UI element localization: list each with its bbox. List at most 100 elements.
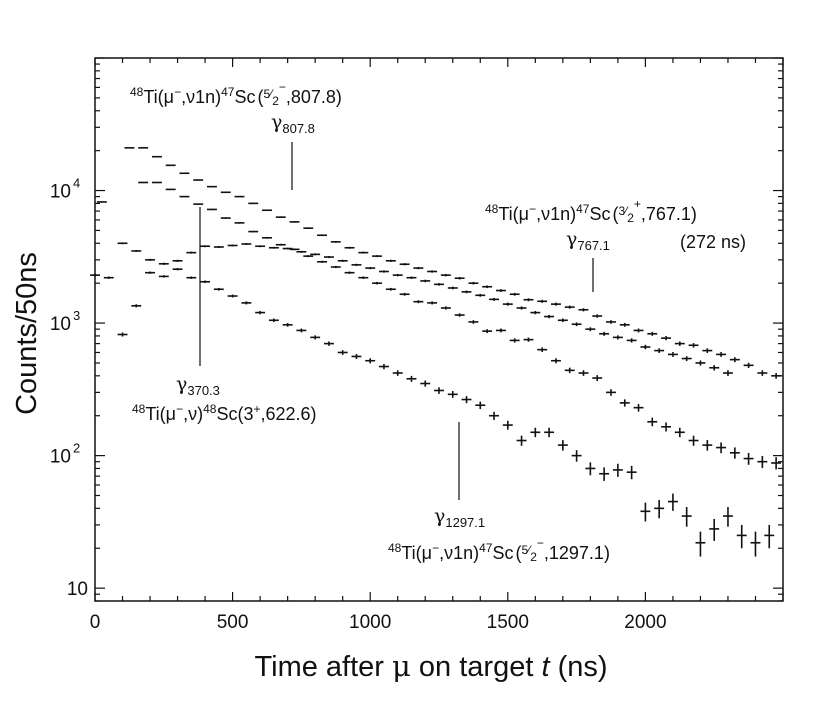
data-point	[667, 352, 678, 357]
data-point	[172, 259, 183, 262]
ann-370-3-p0: 48	[132, 402, 146, 416]
data-point	[688, 435, 699, 446]
data-point	[151, 155, 162, 158]
x-label-post: (ns)	[550, 651, 608, 683]
data-point	[220, 191, 231, 194]
data-point	[323, 341, 334, 346]
data-point	[619, 399, 630, 407]
data-point	[695, 531, 706, 557]
gamma-sub-370-3: 370.3	[187, 383, 220, 398]
data-point	[379, 270, 389, 273]
data-point	[207, 208, 217, 211]
data-point	[310, 335, 321, 340]
ann-767-1-p6: (	[612, 204, 618, 224]
data-point	[612, 463, 623, 477]
data-point	[461, 290, 472, 294]
ann-1297-1-p0: 48	[388, 541, 402, 555]
data-point	[578, 308, 589, 312]
data-point	[544, 314, 555, 319]
ann-1297-1-slash: ⁄	[525, 543, 532, 557]
data-point	[255, 245, 266, 248]
data-point	[420, 279, 431, 283]
data-point	[317, 234, 327, 237]
data-point	[750, 531, 761, 557]
data-point	[392, 370, 403, 376]
data-point	[764, 524, 775, 549]
gamma-label-1297-1: γ1297.1	[434, 505, 485, 530]
data-point	[516, 435, 527, 446]
data-point	[475, 401, 486, 410]
data-point	[193, 203, 204, 205]
data-point	[103, 276, 114, 279]
data-point	[606, 389, 616, 396]
data-point	[303, 227, 314, 229]
ann-807-8-p0: 48	[130, 85, 144, 99]
data-point	[447, 286, 458, 290]
ann-807-8-p6: (	[257, 87, 263, 107]
data-point	[729, 357, 740, 363]
data-point	[165, 188, 176, 191]
gamma-370-3: γ	[176, 373, 187, 395]
data-point	[681, 356, 692, 362]
data-point	[516, 306, 527, 310]
data-point	[743, 362, 754, 369]
data-point	[427, 270, 438, 273]
data-point	[557, 318, 568, 323]
data-point	[165, 164, 176, 167]
ann-807-8-p5: Sc	[234, 87, 255, 107]
gamma-label-370-3: γ370.3	[176, 373, 220, 398]
ann-807-8-p9: −	[279, 80, 286, 94]
data-point	[667, 493, 678, 511]
x-tick-label: 2000	[624, 612, 666, 633]
data-point	[468, 320, 479, 324]
x-label-pre: Time after	[254, 651, 392, 683]
data-point	[220, 217, 231, 219]
data-point	[489, 411, 499, 420]
lifetime-label-767-1: (272 ns)	[680, 232, 746, 252]
ann-767-1-p7: 3	[618, 204, 625, 218]
gamma-767-1: γ	[566, 228, 577, 250]
data-point	[502, 302, 513, 306]
data-point	[344, 271, 355, 274]
series-2	[138, 181, 782, 470]
data-point	[351, 263, 362, 266]
data-point	[296, 328, 307, 333]
y-tick-label: 10	[50, 447, 71, 468]
ann-767-1-p10: ,767.1)	[641, 204, 697, 224]
data-point	[475, 293, 486, 297]
data-point	[557, 440, 568, 451]
data-point	[482, 285, 493, 289]
data-point	[454, 276, 465, 280]
data-point	[489, 297, 499, 301]
data-point	[440, 306, 451, 310]
data-point	[337, 350, 348, 355]
data-point	[186, 251, 197, 254]
annotation-1297-1: γ1297.1 48Ti(μ−,ν1n)47Sc (5⁄2−,1297.1)	[388, 422, 610, 564]
ann-1297-1-p3: ,ν1n)	[439, 543, 479, 563]
data-point	[413, 300, 424, 304]
x-label-mid: on target	[411, 651, 542, 683]
series-1	[96, 147, 782, 379]
gamma-1297-1: γ	[434, 505, 445, 527]
data-point	[736, 524, 747, 549]
data-point	[502, 420, 513, 430]
annotation-370-3: γ370.3 48Ti(μ−,ν)48Sc(3+,622.6)	[132, 207, 317, 424]
data-point	[551, 358, 561, 364]
data-point	[729, 447, 740, 459]
ann-807-8-p8: 2	[272, 94, 279, 108]
annotation-807-8: 48Ti(μ−,ν1n)47Sc (5⁄2−,807.8) γ807.8	[130, 80, 342, 190]
data-point	[723, 507, 733, 527]
reaction-label-767-1: 48Ti(μ−,ν1n)47Sc (3⁄2+,767.1)	[485, 197, 697, 225]
data-point	[495, 328, 506, 333]
data-point	[599, 467, 610, 481]
data-point	[207, 185, 217, 188]
gamma-label-767-1: γ767.1	[566, 228, 610, 253]
data-point	[640, 502, 651, 522]
data-point	[571, 322, 582, 327]
data-point	[262, 236, 272, 239]
data-point	[358, 276, 369, 279]
data-point	[454, 313, 465, 317]
data-point	[661, 336, 671, 341]
data-point	[234, 195, 245, 198]
reaction-label-807-8: 48Ti(μ−,ν1n)47Sc (5⁄2−,807.8)	[130, 80, 342, 108]
